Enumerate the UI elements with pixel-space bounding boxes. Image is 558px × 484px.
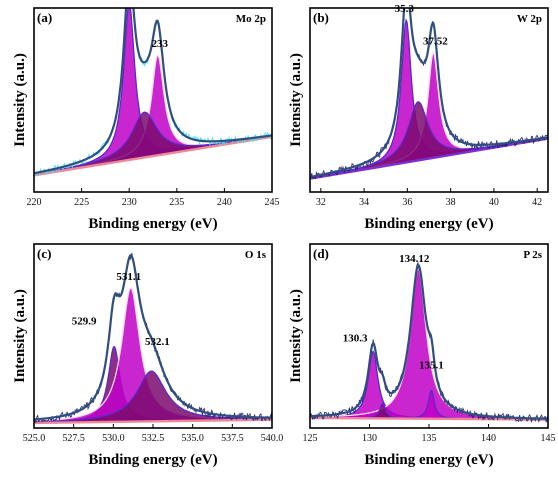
x-tick-label: 145	[541, 433, 556, 444]
x-tick-label: 34	[359, 197, 369, 208]
x-tick-label: 240	[217, 197, 232, 208]
plot-frame	[33, 7, 273, 193]
xps-panel-2: 32 34 36 38 40 42 (b) W 2p 35.3 37.52 Binding ener…	[288, 3, 549, 232]
peak-value-label: 35.3	[395, 3, 415, 15]
core-level-label: P 2s	[523, 249, 542, 261]
peak-value-label: 233	[152, 38, 169, 50]
xps-panel-3: 525.0 527.5 530.0 532.5 535.0 537.5 540.0 (c) O …	[12, 243, 284, 468]
peak-value-label: 532.1	[145, 336, 170, 348]
peak-fill	[34, 55, 272, 176]
y-axis-title: Intensity (a.u.)	[288, 53, 304, 147]
plot-frame	[309, 7, 549, 193]
fit-envelope-line	[310, 8, 548, 179]
plot-area	[310, 261, 548, 423]
x-tick-label: 125	[303, 433, 318, 444]
x-tick-label: 532.5	[142, 433, 165, 444]
peak-value-label: 37.52	[423, 35, 448, 47]
x-tick-label: 40	[489, 197, 499, 208]
x-tick-label: 130	[362, 433, 377, 444]
x-tick-label: 36	[402, 197, 412, 208]
peak-value-label: 135.1	[419, 359, 444, 371]
peak-value-label: 130.3	[343, 332, 368, 344]
panel-label: (a)	[37, 10, 52, 25]
core-level-label: Mo 2p	[236, 13, 266, 25]
x-axis-title: Binding energy (eV)	[364, 216, 493, 232]
plot-area	[34, 8, 272, 177]
x-tick-label: 135	[422, 433, 437, 444]
background-line	[310, 416, 548, 421]
x-axis-title: Binding energy (eV)	[88, 452, 217, 468]
x-tick-label: 537.5	[221, 433, 244, 444]
peak-fill	[310, 390, 548, 420]
plot-area	[34, 253, 272, 425]
y-axis-title: Intensity (a.u.)	[288, 289, 304, 383]
core-level-label: O 1s	[245, 249, 267, 261]
x-axis-title: Binding energy (eV)	[364, 452, 493, 468]
peak-fill	[34, 371, 272, 423]
y-axis-title: Intensity (a.u.)	[12, 289, 28, 383]
x-tick-label: 32	[316, 197, 326, 208]
peak-value-label: 134.12	[399, 253, 430, 265]
panel-label: (c)	[37, 246, 51, 261]
x-tick-label: 235	[169, 197, 184, 208]
x-tick-label: 245	[265, 197, 280, 208]
x-tick-label: 540.0	[261, 433, 284, 444]
xps-panel-4: 125 130 135 140 145 (d) P 2s 130.3 134.12 135.1 Bi…	[288, 243, 556, 468]
x-tick-label: 225	[74, 197, 89, 208]
x-tick-label: 530.0	[102, 433, 125, 444]
peak-value-label: 531.1	[116, 271, 141, 283]
x-tick-label: 535.0	[181, 433, 204, 444]
core-level-label: W 2p	[517, 13, 542, 25]
x-tick-label: 140	[481, 433, 496, 444]
plot-area	[310, 8, 548, 180]
x-tick-label: 525.0	[23, 433, 46, 444]
x-tick-label: 230	[122, 197, 137, 208]
peak-fill	[310, 268, 548, 420]
peak-fill	[310, 351, 548, 420]
fit-envelope-line	[34, 253, 272, 421]
x-tick-label: 42	[532, 197, 542, 208]
x-tick-label: 527.5	[62, 433, 85, 444]
fit-envelope-line	[34, 8, 272, 175]
y-axis-title: Intensity (a.u.)	[12, 53, 28, 147]
peak-fill	[34, 112, 272, 176]
peak-value-label: 529.9	[72, 316, 97, 328]
panel-label: (d)	[313, 246, 329, 261]
peak-fill	[310, 101, 548, 179]
x-tick-label: 220	[27, 197, 42, 208]
fit-envelope-line	[310, 263, 548, 420]
x-tick-label: 38	[446, 197, 456, 208]
peak-fill	[310, 52, 548, 179]
x-axis-title: Binding energy (eV)	[88, 216, 217, 232]
background-line	[34, 418, 272, 425]
panel-label: (b)	[313, 10, 329, 25]
